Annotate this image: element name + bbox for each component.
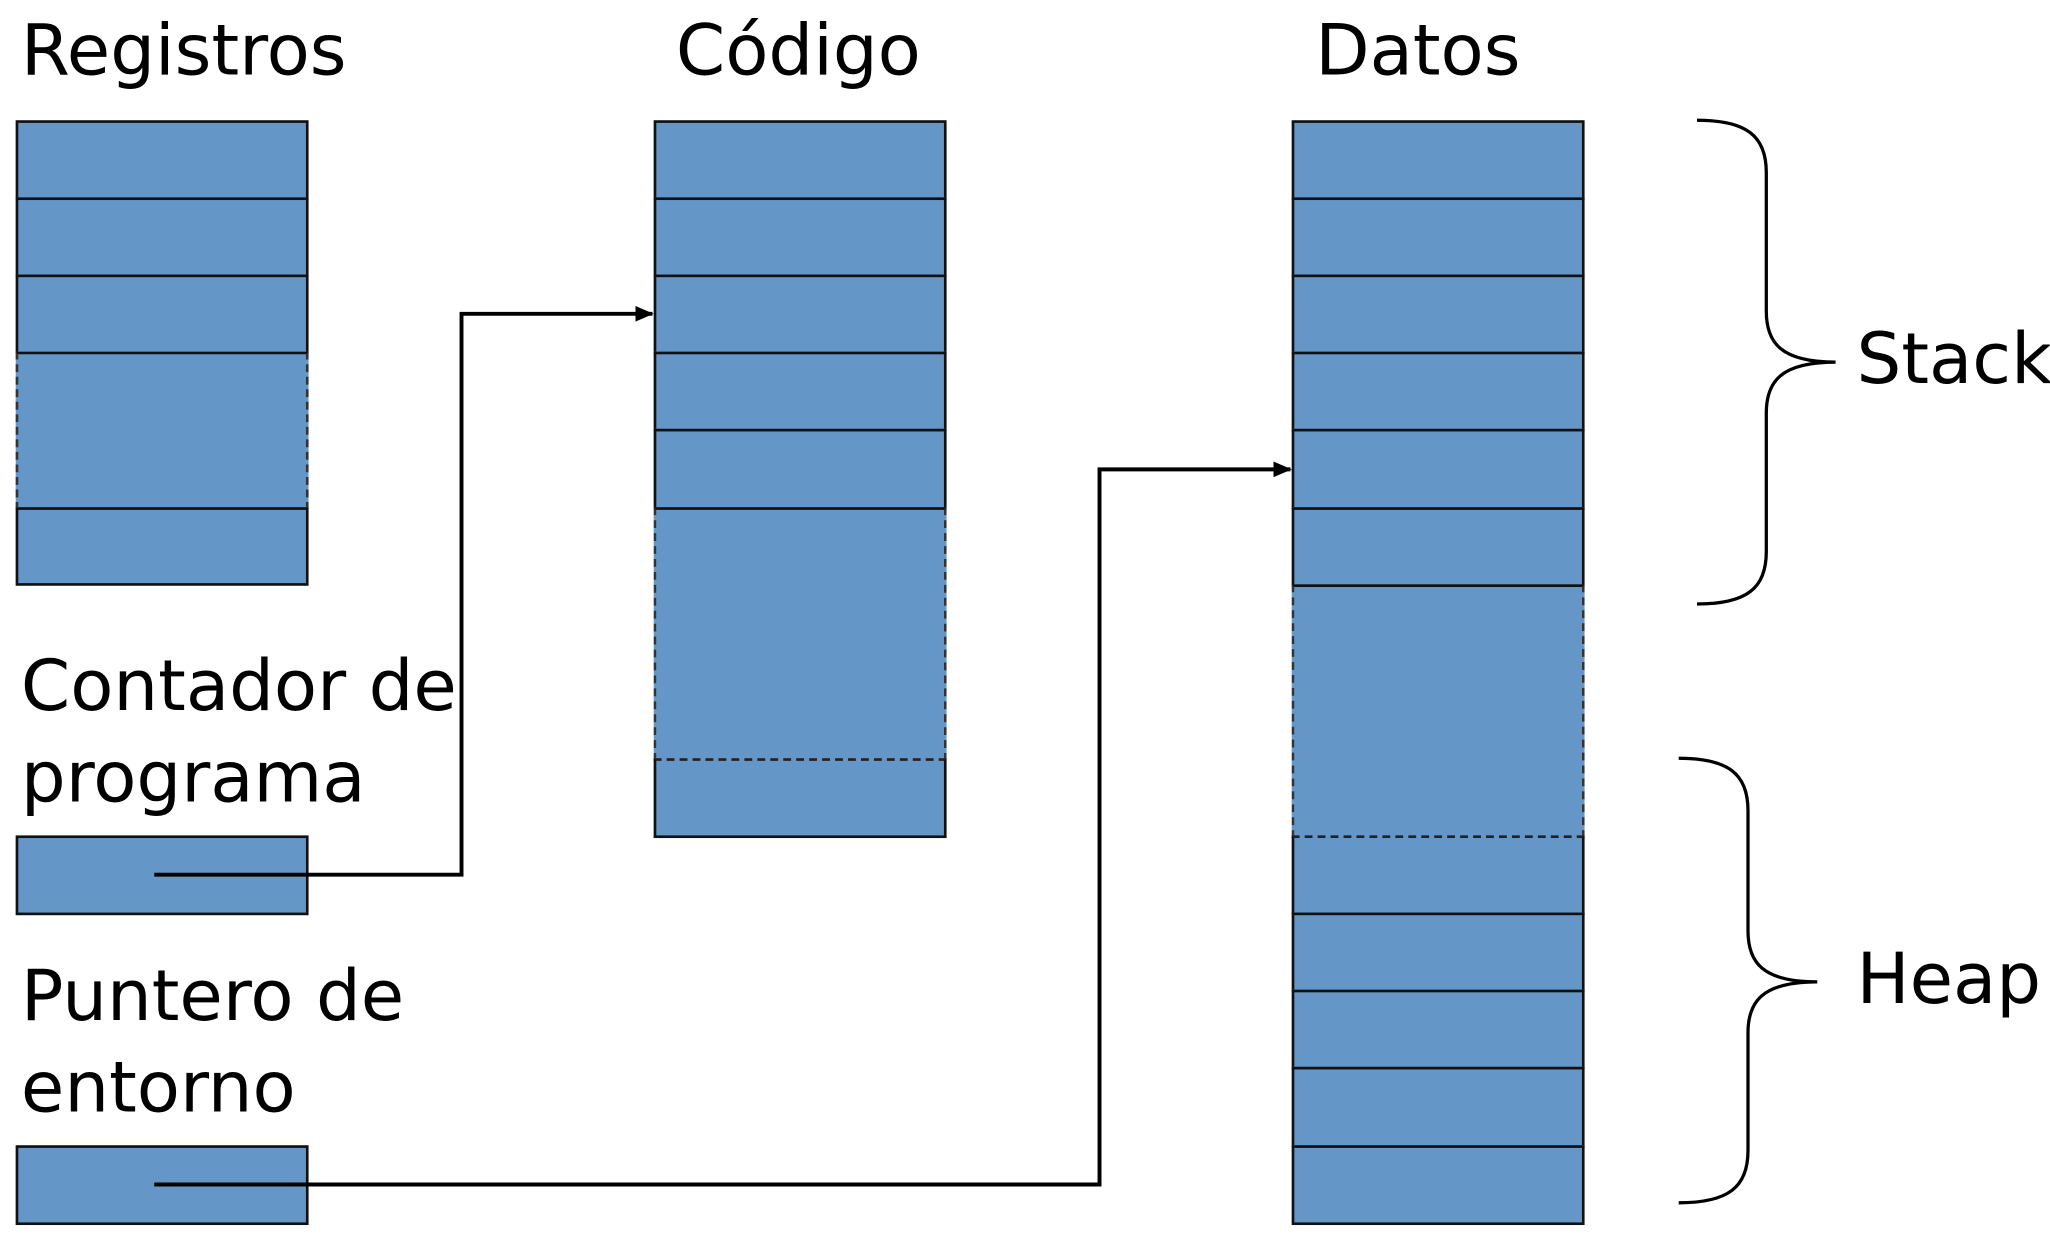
heap-label: Heap [1856,937,2042,1020]
data-cell [1291,507,1585,588]
data-gap [1291,584,1585,839]
environment-pointer-arrow [154,461,1292,1187]
stack-brace [1697,118,1836,606]
puntero-label-line1: Puntero de [20,954,405,1037]
data-cell [1291,912,1585,993]
register-cell [15,197,309,278]
data-cell [1291,1066,1585,1148]
registros-title: Registros [20,9,347,92]
code-cell [653,120,947,201]
puntero-label-line2: entorno [20,1045,296,1129]
code-cell [653,758,947,839]
data-cell [1291,120,1585,201]
contador-label-line2: programa [20,736,366,819]
program-counter-arrow [154,305,654,877]
contador-label-line1: Contador de [20,644,457,727]
heap-brace [1678,756,1818,1205]
data-cell [1291,989,1585,1070]
codigo-title: Código [675,9,921,92]
register-cell [15,507,309,586]
data-cell [1291,1145,1585,1226]
register-gap [15,351,309,510]
data-cell [1291,274,1585,355]
data-cell [1291,351,1585,432]
datos-title: Datos [1315,9,1521,92]
stack-label: Stack [1856,317,2050,401]
